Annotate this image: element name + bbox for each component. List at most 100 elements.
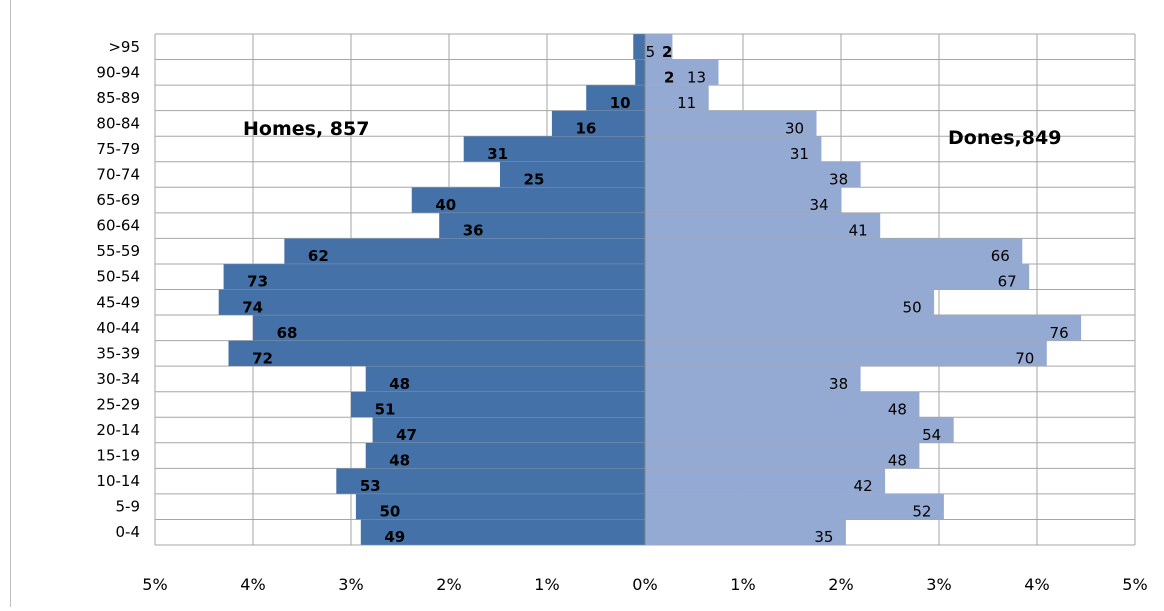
bar-homes xyxy=(365,366,645,392)
bar-label-homes: 51 xyxy=(375,400,396,418)
bar-label-dones: 50 xyxy=(903,298,922,316)
bar-homes xyxy=(439,213,645,239)
bar-label-dones: 35 xyxy=(814,528,833,546)
bar-label-dones: 11 xyxy=(677,94,696,112)
y-tick-label: 10-14 xyxy=(96,472,140,490)
bar-label-homes: 2 xyxy=(664,68,674,86)
x-tick-label: 3% xyxy=(338,575,363,594)
bar-label-dones: 38 xyxy=(829,375,848,393)
bar-label-homes: 48 xyxy=(389,452,410,470)
bar-label-dones: 48 xyxy=(888,452,907,470)
x-tick-label: 3% xyxy=(926,575,951,594)
x-tick-label: 1% xyxy=(534,575,559,594)
bar-dones xyxy=(645,315,1082,341)
bar-label-dones: 70 xyxy=(1015,349,1034,367)
y-tick-label: 65-69 xyxy=(96,191,140,209)
bar-homes xyxy=(372,417,645,443)
bar-homes xyxy=(360,519,645,545)
bar-dones xyxy=(645,136,822,162)
bar-homes xyxy=(355,494,645,520)
bar-label-homes: 25 xyxy=(524,171,545,189)
bar-homes xyxy=(336,468,645,494)
bar-dones xyxy=(645,59,719,85)
bar-homes xyxy=(463,136,645,162)
bar-dones xyxy=(645,161,861,188)
bar-dones xyxy=(645,264,1030,290)
axes: 0-4 5-9 10-14 15-19 20-14 25-29 30-34 35-39 40-4… xyxy=(96,34,1148,594)
y-tick-label: 70-74 xyxy=(96,166,140,184)
bar-label-dones: 52 xyxy=(912,503,931,521)
bar-dones xyxy=(645,110,817,137)
bar-dones xyxy=(645,442,920,469)
bar-dones xyxy=(645,34,673,60)
bar-label-dones: 48 xyxy=(888,400,907,418)
y-tick-label: 80-84 xyxy=(96,114,140,132)
bar-homes xyxy=(351,391,645,418)
series-label-homes: Homes, 857 xyxy=(243,118,369,140)
bar-dones xyxy=(645,494,944,520)
bar-label-homes: 53 xyxy=(360,477,381,495)
bar-label-dones: 34 xyxy=(809,196,828,214)
y-tick-label: 25-29 xyxy=(96,395,140,413)
bar-label-dones: 54 xyxy=(922,426,941,444)
x-tick-label: 4% xyxy=(1024,575,1049,594)
bar-homes xyxy=(253,315,645,341)
y-tick-label: 90-94 xyxy=(96,63,140,81)
bar-homes xyxy=(635,59,645,85)
bar-dones xyxy=(645,340,1047,366)
bar-dones xyxy=(645,238,1023,264)
y-tick-label: >95 xyxy=(108,38,140,56)
y-tick-label: 55-59 xyxy=(96,242,140,260)
x-tick-label: 4% xyxy=(240,575,265,594)
y-tick-label: 30-34 xyxy=(96,370,140,388)
bar-dones xyxy=(645,85,709,111)
bar-homes xyxy=(411,187,645,213)
bars xyxy=(218,34,1082,545)
bar-dones xyxy=(645,417,954,443)
bar-homes xyxy=(228,340,645,366)
bar-homes xyxy=(499,161,645,188)
bar-dones xyxy=(645,213,881,239)
bar-label-homes: 40 xyxy=(435,196,456,214)
bar-homes xyxy=(365,442,645,469)
bar-label-homes: 68 xyxy=(277,324,298,342)
y-tick-label: 15-19 xyxy=(96,447,140,465)
y-tick-label: 35-39 xyxy=(96,344,140,362)
bar-homes xyxy=(218,289,645,315)
left-divider xyxy=(10,0,11,607)
x-tick-label: 2% xyxy=(828,575,853,594)
bar-label-dones: 76 xyxy=(1050,324,1069,342)
y-tick-label: 85-89 xyxy=(96,89,140,107)
bar-label-homes: 36 xyxy=(463,222,484,240)
bar-label-homes: 31 xyxy=(487,145,508,163)
bar-dones xyxy=(645,519,846,545)
bar-label-homes: 74 xyxy=(242,298,263,316)
y-tick-label: 75-79 xyxy=(96,140,140,158)
bar-label-dones: 13 xyxy=(687,68,706,86)
bar-label-dones: 38 xyxy=(829,171,848,189)
bar-label-homes: 50 xyxy=(379,503,400,521)
bar-label-homes: 49 xyxy=(384,528,405,546)
bar-label-dones: 30 xyxy=(785,119,804,137)
bar-dones xyxy=(645,187,841,213)
bar-label-dones: 41 xyxy=(849,222,868,240)
y-tick-label: 40-44 xyxy=(96,319,140,337)
bar-dones xyxy=(645,468,886,494)
bar-dones xyxy=(645,391,920,418)
bar-label-dones: 67 xyxy=(998,273,1017,291)
bar-label-dones: 66 xyxy=(991,247,1010,265)
bar-dones xyxy=(645,289,935,315)
bar-homes xyxy=(633,34,645,60)
y-tick-label: 20-14 xyxy=(96,421,140,439)
y-tick-label: 0-4 xyxy=(116,523,141,541)
bar-label-homes: 2 xyxy=(662,43,672,61)
y-tick-label: 45-49 xyxy=(96,293,140,311)
bar-homes xyxy=(223,264,645,290)
bar-label-dones: 5 xyxy=(646,43,656,61)
bar-label-homes: 73 xyxy=(247,273,268,291)
y-tick-label: 5-9 xyxy=(116,498,141,516)
bar-label-dones: 31 xyxy=(790,145,809,163)
x-tick-label: 0% xyxy=(632,575,657,594)
